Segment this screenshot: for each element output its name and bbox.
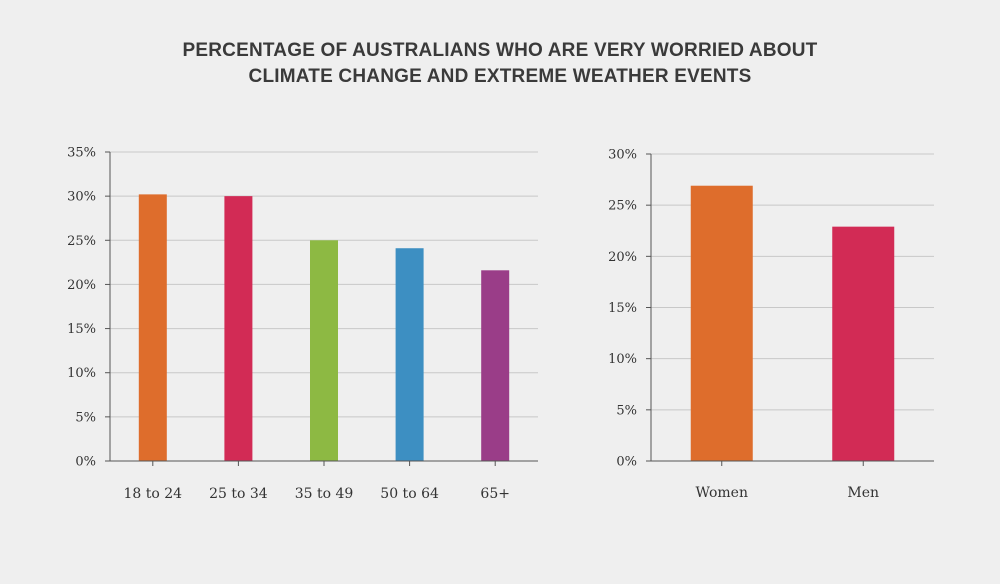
y-tick-label: 5% [75, 410, 96, 425]
bar [395, 248, 424, 461]
y-tick-label: 15% [67, 322, 96, 337]
y-tick-label: 0% [75, 455, 96, 470]
bar [138, 194, 167, 461]
y-tick-label: 0% [616, 455, 637, 470]
y-tick-label: 30% [67, 190, 96, 205]
y-tick-label: 30% [608, 148, 637, 163]
x-category-label: 65+ [480, 486, 510, 502]
bar [481, 270, 510, 461]
y-tick-label: 10% [608, 352, 637, 367]
chart-title-line-1: PERCENTAGE OF AUSTRALIANS WHO ARE VERY W… [182, 40, 818, 61]
chart-title-line-2: CLIMATE CHANGE AND EXTREME WEATHER EVENT… [248, 66, 752, 87]
bar [224, 196, 253, 461]
bar [690, 185, 753, 461]
y-tick-label: 25% [608, 199, 637, 214]
x-category-label: 35 to 49 [295, 486, 354, 502]
x-category-label: 25 to 34 [209, 486, 268, 502]
y-tick-label: 5% [616, 403, 637, 418]
bar [832, 226, 895, 461]
y-tick-label: 35% [67, 146, 96, 161]
bar [310, 240, 338, 461]
y-tick-label: 20% [67, 278, 96, 293]
y-tick-label: 20% [608, 250, 637, 265]
gender-chart: 0% 5% 10% 15% 20% 25% 30% Women Men [608, 148, 934, 501]
y-tick-label: 25% [67, 234, 96, 249]
x-category-label: Women [696, 485, 748, 501]
x-category-label: Men [847, 485, 879, 501]
age-group-chart: 0% 5% 10% 15% 20% 25% 30% 35% 18 to 24 25 to 34 35… [67, 146, 538, 502]
chart-title: PERCENTAGE OF AUSTRALIANS WHO ARE VERY W… [0, 38, 1000, 90]
y-tick-label: 15% [608, 301, 637, 316]
x-category-label: 18 to 24 [124, 486, 183, 502]
y-tick-label: 10% [67, 366, 96, 381]
x-category-label: 50 to 64 [380, 486, 439, 502]
